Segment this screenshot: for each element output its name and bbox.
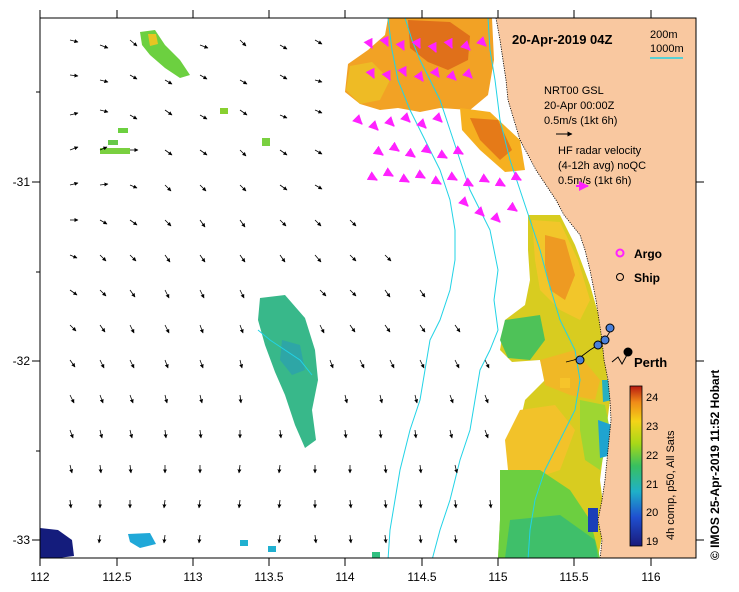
isobaths bbox=[257, 18, 581, 558]
model-legend-scale: 0.5m/s (1kt 6h) bbox=[544, 115, 617, 127]
ship-marker-icon bbox=[616, 273, 624, 281]
colorbar-tick: 22 bbox=[646, 450, 658, 462]
model-current-arrows bbox=[68, 39, 493, 544]
tick-marks bbox=[32, 10, 704, 566]
x-tick-label: 115 bbox=[488, 570, 507, 584]
y-tick-label: -33 bbox=[13, 533, 31, 547]
depth-legend-shallow: 200m bbox=[650, 29, 678, 41]
perth-pointer bbox=[611, 352, 629, 366]
ship-positions bbox=[575, 323, 615, 365]
argo-marker-icon bbox=[615, 248, 625, 258]
land bbox=[496, 18, 696, 558]
city-label: Perth bbox=[634, 355, 667, 370]
x-tick-label: 113.5 bbox=[254, 570, 283, 584]
perth-marker-icon bbox=[623, 347, 633, 357]
radar-legend-line2: (4-12h avg) noQC bbox=[558, 160, 646, 172]
colorbar-tick: 21 bbox=[646, 479, 658, 491]
x-tick-label: 114.5 bbox=[407, 570, 436, 584]
colorbar bbox=[629, 385, 643, 547]
model-legend-time: 20-Apr 00:00Z bbox=[544, 100, 615, 112]
x-tick-label: 114 bbox=[335, 570, 354, 584]
colorbar-tick: 19 bbox=[646, 536, 658, 548]
copyright-credit: © IMOS 25-Apr-2019 11:52 Hobart bbox=[708, 369, 722, 560]
plot-frame bbox=[39, 17, 697, 559]
coastline bbox=[495, 18, 612, 558]
x-tick-label: 112 bbox=[30, 570, 49, 584]
x-tick-label: 116 bbox=[641, 570, 660, 584]
hf-radar-arrows bbox=[352, 35, 522, 223]
x-tick-label: 115.5 bbox=[559, 570, 588, 584]
x-tick-label: 113 bbox=[183, 570, 202, 584]
map-title: 20-Apr-2019 04Z bbox=[512, 32, 612, 47]
ship-legend-label: Ship bbox=[634, 271, 660, 285]
y-tick-label: -31 bbox=[13, 175, 31, 189]
model-legend-name: NRT00 GSL bbox=[544, 85, 604, 97]
colorbar-label: 4h comp, p50, All Sats bbox=[665, 430, 677, 540]
colorbar-tick: 20 bbox=[646, 507, 658, 519]
depth-legend-deep: 1000m bbox=[650, 43, 684, 55]
x-tick-label: 112.5 bbox=[102, 570, 131, 584]
argo-legend-label: Argo bbox=[634, 247, 662, 261]
colorbar-tick: 23 bbox=[646, 421, 658, 433]
colorbar-tick: 24 bbox=[646, 392, 658, 404]
radar-legend-line1: HF radar velocity bbox=[558, 145, 642, 157]
sst-field bbox=[40, 18, 612, 558]
radar-legend-scale: 0.5m/s (1kt 6h) bbox=[558, 175, 631, 187]
y-tick-label: -32 bbox=[13, 354, 31, 368]
